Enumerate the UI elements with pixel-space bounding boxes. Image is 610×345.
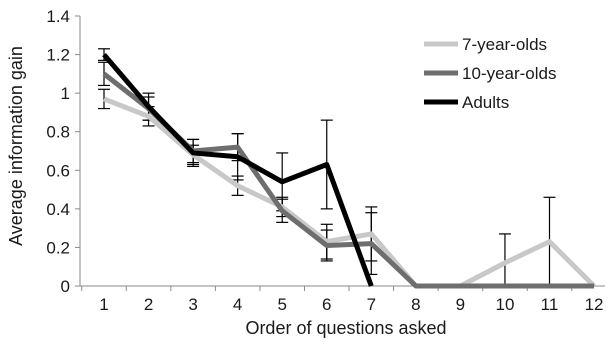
x-tick-label: 10 bbox=[495, 295, 514, 314]
series-lines bbox=[102, 52, 596, 289]
y-tick-label: 0.8 bbox=[46, 123, 70, 142]
x-tick-label: 7 bbox=[367, 295, 376, 314]
x-tick-label: 2 bbox=[144, 295, 153, 314]
y-tick-label: 0 bbox=[61, 277, 70, 296]
y-axis-title: Average information gain bbox=[6, 46, 26, 246]
series-line-2 bbox=[102, 52, 374, 287]
y-tick-label: 1.4 bbox=[46, 7, 70, 26]
legend-label: 10-year-olds bbox=[462, 64, 557, 83]
x-tick-label: 1 bbox=[99, 295, 108, 314]
y-tick-label: 0.4 bbox=[46, 200, 70, 219]
x-tick-label: 8 bbox=[411, 295, 420, 314]
x-tick-label: 9 bbox=[456, 295, 465, 314]
y-tick-label: 1 bbox=[61, 84, 70, 103]
legend-label: Adults bbox=[462, 93, 509, 112]
x-tick-label: 12 bbox=[585, 295, 604, 314]
y-tick-label: 1.2 bbox=[46, 46, 70, 65]
x-tick-label: 3 bbox=[188, 295, 197, 314]
x-axis-ticks: 1 2 3 4 5 6 7 8 9 10 11 12 bbox=[81, 286, 604, 314]
x-tick-label: 11 bbox=[541, 295, 559, 314]
x-tick-label: 4 bbox=[233, 295, 242, 314]
error-bars bbox=[98, 48, 556, 287]
x-axis-title: Order of questions asked bbox=[245, 318, 446, 338]
x-tick-label: 5 bbox=[277, 295, 286, 314]
legend-label: 7-year-olds bbox=[462, 35, 547, 54]
legend: 7-year-olds 10-year-olds Adults bbox=[424, 35, 557, 112]
series-line-0 bbox=[103, 96, 596, 289]
y-tick-label: 0.2 bbox=[46, 238, 70, 257]
y-tick-label: 0.6 bbox=[46, 161, 70, 180]
x-tick-label: 6 bbox=[322, 295, 331, 314]
y-axis-ticks: 0 0.2 0.4 0.6 0.8 1 1.2 1.4 bbox=[46, 7, 80, 296]
